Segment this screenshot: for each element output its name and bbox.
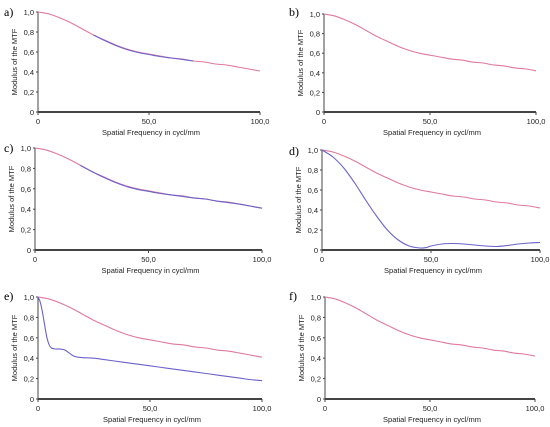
y-tick-label: 1,0 [21, 144, 31, 153]
y-tick-label: 0,8 [24, 313, 34, 322]
y-tick-label: 0,6 [21, 185, 31, 194]
y-tick-label: 0 [317, 395, 321, 404]
y-tick-label: 0,6 [308, 186, 318, 195]
panel-label: b) [289, 5, 299, 19]
y-tick-label: 0,6 [310, 49, 320, 58]
y-tick-label: 0,4 [24, 354, 34, 363]
panel-label: a) [4, 5, 13, 19]
y-axis-label: Modulus of the MTF [7, 165, 16, 232]
y-tick-label: 0,2 [24, 375, 34, 384]
y-tick-label: 0,6 [311, 334, 321, 343]
y-tick-label: 0 [316, 108, 320, 117]
diffraction-limit-mtf-line [323, 13, 537, 72]
y-tick-label: 1,0 [24, 8, 34, 17]
diffraction-limit-mtf-line [37, 296, 263, 358]
mtf-panel-c: c) 0 0,2 0,4 0,6 0,8 1,0 0 50,0 100,0 Spatial Freq… [4, 141, 271, 275]
y-tick-label: 0,8 [311, 313, 321, 322]
y-tick-label: 0 [30, 108, 34, 117]
y-axis-label: Modulus of the MTF [297, 314, 306, 381]
x-tick-label: 50,0 [423, 117, 438, 126]
x-tick-label: 0 [36, 117, 40, 126]
x-axis-label: Spatial Frequency in cycl/mm [383, 415, 481, 424]
x-tick-label: 50,0 [141, 255, 156, 264]
y-axis-label: Modulus of the MTF [294, 166, 303, 233]
x-axis-label: Spatial Frequency in cycl/mm [384, 266, 482, 275]
y-tick-label: 0 [30, 395, 34, 404]
y-tick-label: 0,4 [21, 205, 31, 214]
mtf-panel-f: f) 0 0,2 0,4 0,6 0,8 1,0 0 50,0 100,0 Spatial Freq… [289, 289, 544, 424]
y-tick-label: 0,2 [310, 88, 320, 97]
y-tick-label: 0 [314, 246, 318, 255]
x-tick-label: 0 [323, 404, 327, 413]
x-tick-label: 0 [36, 404, 40, 413]
y-tick-label: 0,4 [310, 69, 320, 78]
x-tick-label: 100,0 [253, 255, 272, 264]
y-tick-label: 0 [27, 246, 31, 255]
y-tick-label: 0,4 [24, 68, 34, 77]
measured-mtf-line [93, 34, 194, 62]
y-tick-label: 0,2 [311, 375, 321, 384]
y-tick-label: 0,8 [21, 164, 31, 173]
diffraction-limit-mtf-line [324, 296, 536, 357]
x-tick-label: 50,0 [424, 255, 439, 264]
x-tick-label: 100,0 [526, 404, 545, 413]
mtf-panel-a: a) 0 0,2 0,4 0,6 0,8 1,0 0 50,0 100,0 Spatial Freq… [4, 5, 269, 137]
mtf-panel-b: b) 0 0,2 0,4 0,6 0,8 1,0 0 50,0 100,0 Spatial Freq… [289, 5, 545, 137]
y-tick-label: 1,0 [24, 293, 34, 302]
x-axis-label: Spatial Frequency in cycl/mm [102, 128, 200, 137]
panel-label: d) [289, 144, 299, 158]
measured-mtf-line [37, 296, 263, 382]
y-tick-label: 0,4 [308, 206, 318, 215]
x-tick-label: 0 [322, 117, 326, 126]
panel-label: e) [4, 289, 13, 303]
y-tick-label: 0,6 [24, 334, 34, 343]
measured-mtf-line [321, 149, 541, 249]
y-axis-label: Modulus of the MTF [10, 28, 19, 95]
x-axis-label: Spatial Frequency in cycl/mm [102, 266, 200, 275]
panel-label: c) [4, 141, 13, 155]
measured-mtf-line [80, 164, 263, 209]
x-tick-label: 0 [33, 255, 37, 264]
x-tick-label: 50,0 [423, 404, 438, 413]
diffraction-limit-mtf-line [34, 147, 263, 209]
y-tick-label: 0,6 [24, 48, 34, 57]
diffraction-limit-mtf-line [321, 149, 541, 209]
y-tick-label: 0,2 [24, 88, 34, 97]
x-tick-label: 100,0 [251, 117, 270, 126]
x-tick-label: 0 [320, 255, 324, 264]
y-tick-label: 0,8 [310, 30, 320, 39]
x-axis-label: Spatial Frequency in cycl/mm [383, 128, 481, 137]
y-axis-label: Modulus of the MTF [10, 314, 19, 381]
y-tick-label: 0,8 [24, 28, 34, 37]
x-tick-label: 50,0 [142, 117, 157, 126]
y-tick-label: 0,2 [308, 226, 318, 235]
y-tick-label: 1,0 [311, 293, 321, 302]
x-axis-label: Spatial Frequency in cycl/mm [103, 415, 201, 424]
mtf-panel-e: e) 0 0,2 0,4 0,6 0,8 1,0 0 50,0 100,0 Spatial Freq… [4, 289, 271, 424]
x-tick-label: 100,0 [253, 404, 272, 413]
y-tick-label: 0,2 [21, 226, 31, 235]
x-tick-label: 100,0 [527, 117, 546, 126]
x-tick-label: 50,0 [143, 404, 158, 413]
y-tick-label: 0,8 [308, 166, 318, 175]
x-tick-label: 100,0 [531, 255, 550, 264]
diffraction-limit-mtf-line [37, 11, 261, 72]
y-tick-label: 1,0 [308, 146, 318, 155]
mtf-panel-d: d) 0 0,2 0,4 0,6 0,8 1,0 0 50,0 100,0 Spatial Freq… [289, 144, 549, 275]
y-tick-label: 1,0 [310, 10, 320, 19]
y-tick-label: 0,4 [311, 354, 321, 363]
panel-label: f) [289, 289, 297, 303]
y-axis-label: Modulus of the MTF [296, 29, 305, 96]
